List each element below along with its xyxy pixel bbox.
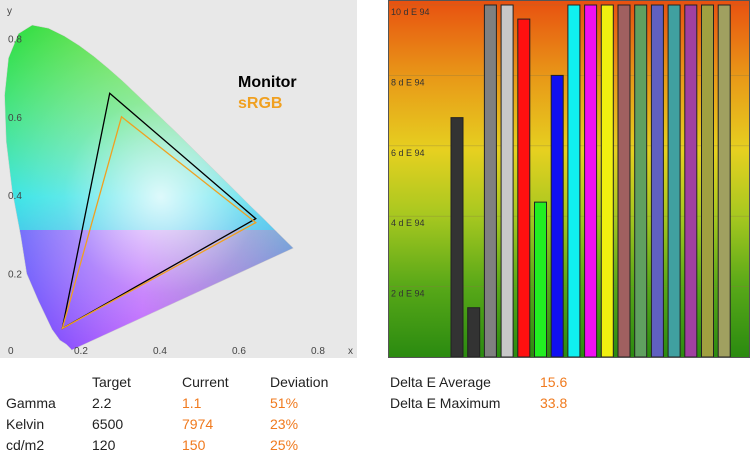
delta-e-bar (684, 4, 698, 358)
x-tick-label: 0 (8, 346, 14, 357)
delta-e-bar (450, 117, 464, 358)
gamma-current: 1.1 (182, 395, 202, 411)
delta-e-bar (550, 74, 564, 358)
y-tick-label: 0.4 (8, 191, 22, 202)
kelvin-target: 6500 (92, 416, 124, 432)
header-target: Target (92, 374, 131, 390)
delta-e-bar (717, 4, 731, 358)
delta-e-bar (500, 4, 514, 358)
delta-e-bar (701, 4, 714, 358)
legend-srgb: sRGB (238, 95, 282, 112)
y-tick-label: 2 d E 94 (391, 289, 425, 299)
kelvin-deviation: 23% (270, 416, 299, 432)
gamma-target: 2.2 (92, 395, 112, 411)
x-axis-label: x (348, 346, 353, 357)
delta-e-bar (667, 4, 681, 358)
delta-e-bar (467, 307, 481, 358)
delta-e-maximum-value: 33.8 (540, 395, 568, 411)
delta-e-bar (650, 4, 664, 358)
delta-e-bar (617, 4, 631, 358)
luminance-deviation: 25% (270, 437, 299, 453)
delta-e-bar (517, 18, 531, 358)
y-tick-label: 4 d E 94 (391, 218, 425, 228)
y-tick-label: 0.6 (8, 113, 22, 124)
x-tick-label: 0.4 (153, 346, 167, 357)
cie-gamut-chart: 0 0.2 0.4 0.6 0.8 0.8 0.6 0.4 0.2 x y Monitor sR… (0, 0, 357, 358)
luminance-current: 150 (182, 437, 206, 453)
delta-e-average-value: 15.6 (540, 374, 568, 390)
row-label-gamma: Gamma (6, 395, 56, 411)
delta-e-bar (483, 4, 497, 358)
y-tick-label: 0.2 (8, 270, 22, 281)
monitor-gamut-triangle (61, 92, 257, 330)
x-tick-label: 0.6 (232, 346, 246, 357)
calibration-stats-table: Target Current Deviation Gamma 2.2 1.1 5… (0, 372, 380, 458)
x-tick-label: 0.2 (74, 346, 88, 357)
x-tick-label: 0.8 (311, 346, 325, 357)
row-label-luminance: cd/m2 (6, 437, 45, 453)
delta-e-bar (600, 4, 614, 358)
delta-e-bar (534, 201, 547, 358)
delta-e-bar (634, 4, 648, 358)
y-tick-label: 0.8 (8, 34, 22, 45)
delta-e-average-label: Delta E Average (390, 374, 491, 390)
y-axis-label: y (7, 6, 12, 17)
delta-e-chart: 10 d E 94 8 d E 94 6 d E 94 4 d E 94 2 d E 9… (388, 0, 750, 358)
delta-e-bar (584, 4, 598, 358)
delta-e-summary: Delta E Average 15.6 Delta E Maximum 33.… (388, 372, 688, 416)
header-deviation: Deviation (270, 374, 329, 390)
y-tick-label: 10 d E 94 (391, 7, 430, 17)
srgb-gamut-triangle (61, 115, 257, 330)
delta-e-maximum-label: Delta E Maximum (390, 395, 501, 411)
luminance-target: 120 (92, 437, 116, 453)
gamma-deviation: 51% (270, 395, 299, 411)
header-current: Current (182, 374, 229, 390)
legend-monitor: Monitor (238, 74, 297, 91)
y-tick-label: 6 d E 94 (391, 148, 425, 158)
row-label-kelvin: Kelvin (6, 416, 45, 432)
spectral-locus (4, 24, 294, 351)
kelvin-current: 7974 (182, 416, 214, 432)
y-tick-label: 8 d E 94 (391, 77, 425, 87)
delta-e-bar (567, 4, 581, 358)
